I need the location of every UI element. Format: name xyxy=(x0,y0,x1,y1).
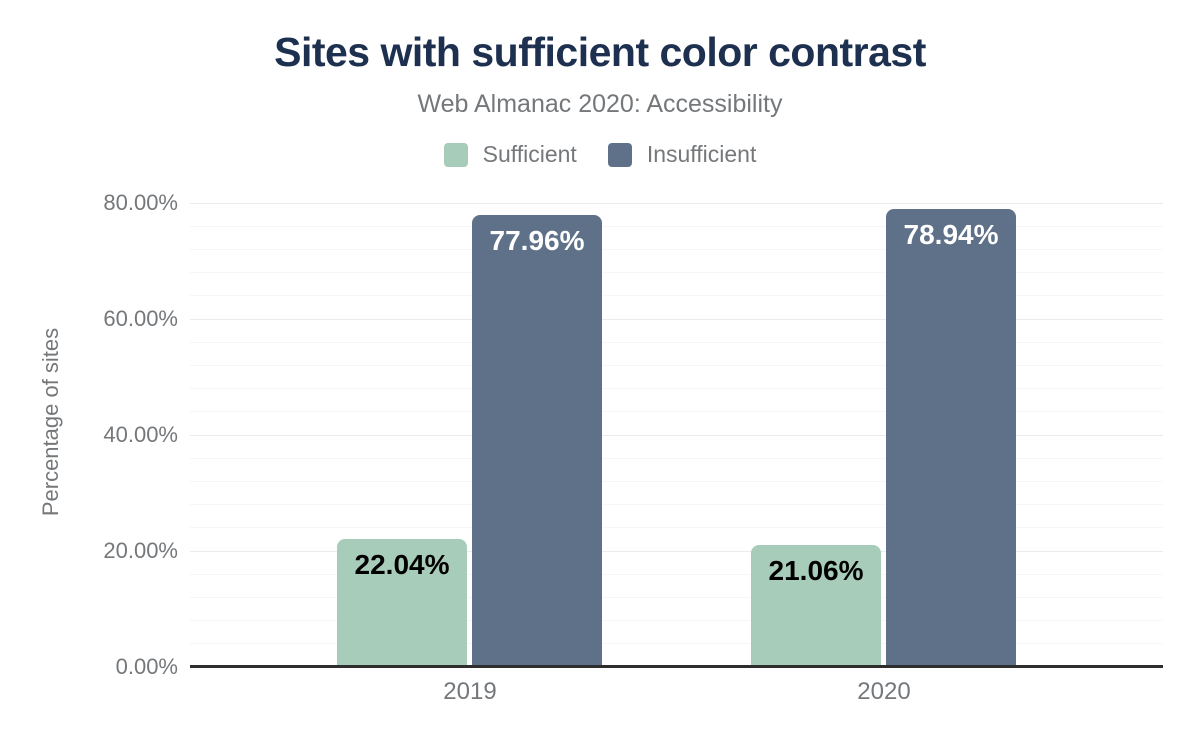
legend-label-sufficient: Sufficient xyxy=(482,141,577,167)
y-tick-label-80.00%: 80.00% xyxy=(103,190,178,215)
legend-label-insufficient: Insufficient xyxy=(646,141,757,167)
y-tick-label-0.00%: 0.00% xyxy=(115,654,178,679)
gridline-52 xyxy=(190,364,1163,366)
legend-item-insufficient: Insufficient xyxy=(607,141,757,168)
gridline-12 xyxy=(190,596,1163,598)
gridline-64 xyxy=(190,295,1163,297)
bar-value-label: 77.96% xyxy=(489,224,585,256)
bar-insufficient-2020[interactable]: 78.94% xyxy=(886,209,1016,667)
legend-item-sufficient: Sufficient xyxy=(443,141,577,168)
bar-sufficient-2019[interactable]: 22.04% xyxy=(337,539,467,667)
gridline-24 xyxy=(190,527,1163,529)
legend-swatch-sufficient-icon xyxy=(443,142,468,167)
gridline-60 xyxy=(190,318,1163,320)
legend: Sufficient Insufficient xyxy=(0,141,1200,168)
gridline-76 xyxy=(190,225,1163,227)
bar-insufficient-2019[interactable]: 77.96% xyxy=(472,214,602,667)
bar-sufficient-2020[interactable]: 21.06% xyxy=(751,544,881,667)
y-tick-label-40.00%: 40.00% xyxy=(103,422,178,447)
gridline-48 xyxy=(190,388,1163,390)
gridline-72 xyxy=(190,248,1163,250)
legend-swatch-insufficient-icon xyxy=(607,142,632,167)
x-axis-baseline xyxy=(190,665,1163,668)
gridline-36 xyxy=(190,457,1163,459)
gridline-4 xyxy=(190,643,1163,645)
y-tick-label-20.00%: 20.00% xyxy=(103,538,178,563)
gridline-20 xyxy=(190,550,1163,552)
bar-value-label: 78.94% xyxy=(903,219,999,251)
gridline-32 xyxy=(190,480,1163,482)
bar-value-label: 21.06% xyxy=(768,554,864,586)
gridline-28 xyxy=(190,504,1163,506)
gridline-68 xyxy=(190,272,1163,274)
y-tick-label-60.00%: 60.00% xyxy=(103,306,178,331)
gridline-80 xyxy=(190,202,1163,204)
chart-subtitle: Web Almanac 2020: Accessibility xyxy=(417,90,783,118)
gridline-44 xyxy=(190,411,1163,413)
bar-value-label: 22.04% xyxy=(354,549,450,581)
gridline-40 xyxy=(190,434,1163,436)
gridline-56 xyxy=(190,341,1163,343)
plot-area: 22.04% 77.96% 21.06% 78.94% xyxy=(190,202,1163,668)
gridline-16 xyxy=(190,573,1163,575)
chart-title: Sites with sufficient color contrast xyxy=(274,29,926,75)
x-tick-label-2020: 2020 xyxy=(857,678,911,705)
y-axis-ticks: 0.00% 20.00% 40.00% 60.00% 80.00% xyxy=(0,190,178,679)
x-tick-label-2019: 2019 xyxy=(443,678,497,705)
gridline-8 xyxy=(190,620,1163,622)
